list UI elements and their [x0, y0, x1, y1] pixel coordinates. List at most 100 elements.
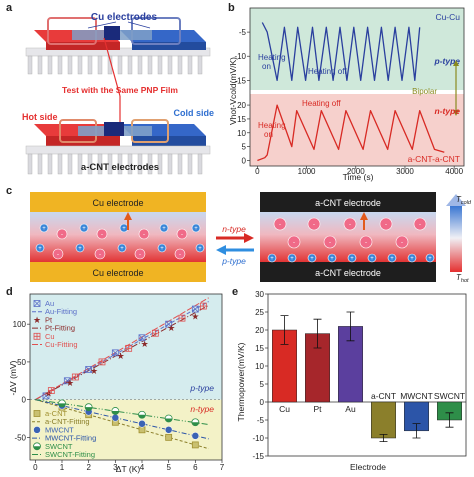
- point-pt: ★: [167, 323, 175, 333]
- point-a-cnt: [138, 426, 146, 434]
- hole-particle: +: [79, 223, 89, 233]
- e-ytick-label: 5: [260, 380, 265, 389]
- cu-electrodes-label: Cu electrodes: [91, 12, 158, 23]
- svg-text:a-CNT-Fitting: a-CNT-Fitting: [45, 417, 90, 426]
- hole-particle: +: [159, 223, 169, 233]
- point-swcnt: [138, 410, 146, 419]
- svg-text:-: -: [99, 252, 101, 258]
- electron-particle: -: [359, 235, 373, 249]
- legend-au: Au: [33, 299, 54, 308]
- acnt-acnt-label: a-CNT-a-CNT: [408, 154, 460, 164]
- e-ytick-label: 25: [255, 308, 264, 317]
- point-mwcnt: [138, 420, 146, 428]
- e-category-mwcnt: MWCNT: [400, 391, 433, 401]
- svg-text:★: ★: [141, 339, 149, 349]
- svg-text:-: -: [419, 222, 421, 228]
- e-category-au: Au: [345, 404, 356, 414]
- hole-particle: +: [157, 243, 167, 253]
- b-upper-ytick-label: -15: [234, 76, 246, 85]
- hot-side-label: Hot side: [22, 112, 58, 122]
- electron-particle: -: [323, 235, 337, 249]
- svg-text:★: ★: [191, 312, 199, 322]
- d-ytick-label: -50: [14, 433, 26, 442]
- hole-particle: +: [195, 243, 205, 253]
- point-swcnt: [111, 407, 120, 415]
- svg-text:MWCNT: MWCNT: [45, 425, 74, 434]
- point-pt: ★: [191, 312, 199, 322]
- e-category-cu: Cu: [279, 404, 290, 414]
- hole-particle: +: [117, 243, 127, 253]
- bar-a-cnt: [371, 401, 396, 439]
- electron-particle: -: [52, 248, 64, 260]
- point-au: [111, 349, 119, 357]
- svg-text:-: -: [313, 222, 315, 228]
- d-p-type-label: p-type: [189, 383, 214, 393]
- heating-off-upper-label: Heating off: [308, 67, 347, 76]
- point-mwcnt: [191, 432, 200, 440]
- svg-text:-: -: [365, 240, 367, 246]
- d-ytick-label: 50: [17, 358, 26, 367]
- svg-text:Au-Fitting: Au-Fitting: [45, 307, 77, 316]
- hole-particle: +: [347, 253, 357, 263]
- hole-particle: +: [367, 253, 377, 263]
- electron-particle: -: [138, 228, 150, 240]
- b-lower-ytick-label: 15: [237, 115, 246, 124]
- electron-particle: -: [56, 228, 68, 240]
- hole-particle: +: [387, 253, 397, 263]
- b-xtick-label: 4000: [445, 167, 463, 176]
- d-n-type-label: n-type: [190, 404, 214, 414]
- point-swcnt: [58, 399, 66, 408]
- electron-particle: -: [307, 217, 321, 231]
- point-pt: ★: [141, 339, 149, 349]
- svg-text:-: -: [179, 252, 181, 258]
- panel-b-ylabel: Vhot-Vcold(mV/K): [228, 57, 238, 125]
- point-au: [191, 305, 199, 313]
- point-au: [165, 320, 173, 328]
- cu-cu-trace: [261, 22, 421, 82]
- point-cu: [199, 302, 207, 310]
- acnt-electrodes-label: a-CNT electrodes: [81, 162, 159, 173]
- panel-c-mechanism: Cu electrode Cu electrode + + + + + - - - - + + + + +…: [30, 192, 472, 284]
- svg-text:-: -: [57, 252, 59, 258]
- test-pointer-line: [103, 37, 121, 97]
- electron-particle: -: [134, 248, 146, 260]
- d-ytick-label: 100: [13, 320, 27, 329]
- svg-text:+: +: [120, 246, 124, 252]
- b-lower-ytick-label: 0: [242, 156, 247, 165]
- svg-text:★: ★: [117, 351, 125, 361]
- electron-particle: -: [379, 217, 393, 231]
- heat-sink-top: [25, 47, 211, 75]
- p-type-arrow-label: p-type: [221, 256, 246, 266]
- error-bar-au: [346, 311, 355, 342]
- svg-text:Pt: Pt: [45, 315, 53, 324]
- e-category-swcnt: SWCNT: [434, 391, 465, 401]
- hole-particle: +: [35, 243, 45, 253]
- point-cu: [47, 387, 55, 394]
- cold-side-label: Cold side: [173, 108, 214, 118]
- point-cu: [98, 358, 106, 366]
- legend-a-cnt: a-CNT: [33, 409, 68, 418]
- b-lower-ytick-label: 5: [242, 143, 247, 152]
- point-a-cnt: [191, 441, 199, 449]
- t-cold-label: Tcold: [456, 195, 472, 206]
- b-upper-ytick-label: -5: [239, 28, 247, 37]
- panel-e-chart: -15 -10 -5 0 5 10 15 20 25 30 Cu Pt Au a-CNT MWCNT SWCN…: [236, 290, 467, 472]
- panel-b-chart: -5 -10 -15 20 15 10 5 00 1000 2000 3000 4000 Vhot-V…: [228, 7, 465, 182]
- left-bottom-electrode: [30, 262, 206, 282]
- svg-text:+: +: [270, 256, 274, 262]
- error-bar-mwcnt: [412, 423, 421, 439]
- hole-particle: +: [191, 223, 201, 233]
- point-cu: [151, 329, 159, 337]
- svg-text:+: +: [350, 256, 354, 262]
- svg-text:+: +: [82, 226, 86, 232]
- point-swcnt: [84, 403, 93, 412]
- svg-text:+: +: [38, 246, 42, 252]
- svg-text:+: +: [162, 226, 166, 232]
- b-lower-ytick-label: 10: [237, 129, 246, 138]
- point-swcnt: [164, 414, 173, 423]
- panel-e-xlabel: Electrode: [350, 462, 386, 472]
- svg-text:Cu: Cu: [45, 332, 55, 341]
- svg-text:+: +: [390, 256, 394, 262]
- legend-swcnt-fitting: SWCNT-Fitting: [32, 450, 95, 459]
- svg-text:+: +: [428, 256, 432, 262]
